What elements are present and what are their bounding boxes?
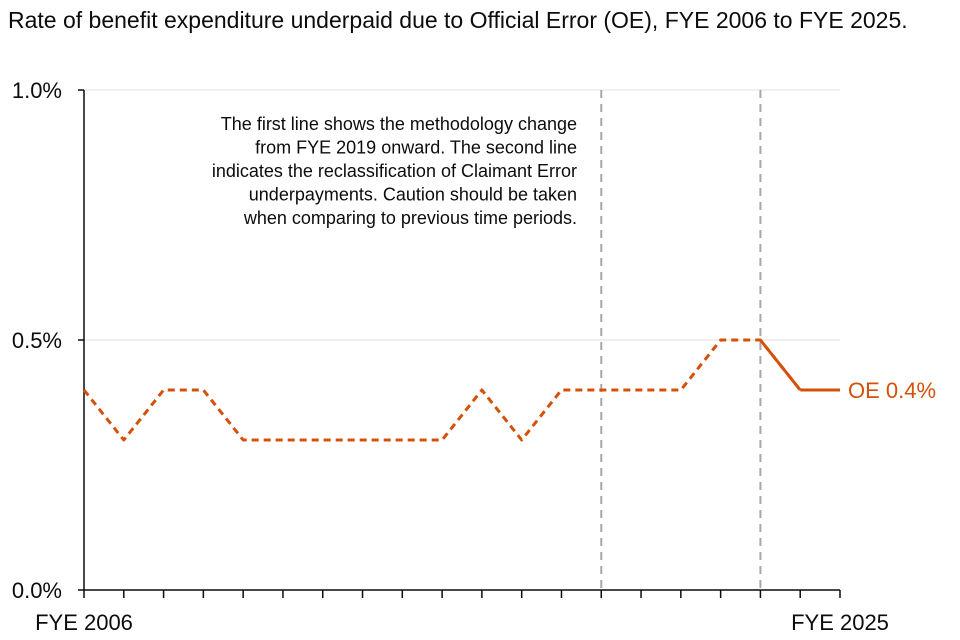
annotation-line: from FYE 2019 onward. The second line: [255, 138, 577, 158]
annotation-line: The first line shows the methodology cha…: [221, 114, 577, 134]
x-tick-label: FYE 2025: [791, 610, 889, 635]
gridlines: [84, 89, 840, 341]
y-tick-label: 1.0%: [12, 78, 62, 103]
y-tick-label: 0.5%: [12, 328, 62, 353]
chart-title: Rate of benefit expenditure underpaid du…: [8, 7, 908, 33]
x-axis-ticks: FYE 2006 FYE 2025: [35, 590, 889, 635]
annotation-line: indicates the reclassification of Claima…: [212, 161, 577, 181]
annotation-line: when comparing to previous time periods.: [243, 208, 577, 228]
series-line-solid: [759, 339, 802, 391]
series-group: OE 0.4%: [82, 338, 936, 442]
series-line-dashed: [82, 338, 802, 442]
y-axis-ticks: 0.0% 0.5% 1.0%: [12, 78, 84, 603]
y-tick-label: 0.0%: [12, 578, 62, 603]
annotation-line: underpayments. Caution should be taken: [249, 185, 577, 205]
series-end-label: OE 0.4%: [848, 378, 936, 403]
x-tick-label: FYE 2006: [35, 610, 133, 635]
annotation-note: The first line shows the methodology cha…: [212, 114, 577, 228]
